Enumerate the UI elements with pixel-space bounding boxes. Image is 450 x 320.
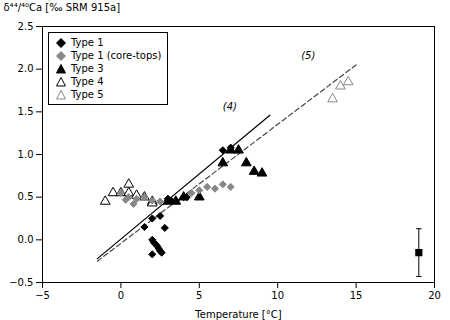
svg-text:2.5: 2.5 <box>18 21 34 32</box>
svg-text:2.0: 2.0 <box>18 63 34 74</box>
svg-text:20: 20 <box>428 290 441 301</box>
svg-text:−5: −5 <box>35 290 50 301</box>
svg-text:−0.5: −0.5 <box>9 277 33 288</box>
svg-text:5: 5 <box>196 290 202 301</box>
svg-text:Temperature [°C]: Temperature [°C] <box>194 309 281 320</box>
svg-text:0: 0 <box>118 290 124 301</box>
svg-text:(5): (5) <box>301 50 315 61</box>
svg-text:10: 10 <box>271 290 284 301</box>
svg-text:0.5: 0.5 <box>18 191 34 202</box>
svg-text:1.0: 1.0 <box>18 149 34 160</box>
html-text:Type 3: Type 3 <box>71 63 104 74</box>
svg-text:0.0: 0.0 <box>18 234 34 245</box>
html-text:Type 1 (core-tops): Type 1 (core-tops) <box>71 50 162 61</box>
html-text:Type 4: Type 4 <box>71 76 104 87</box>
svg-text:1.5: 1.5 <box>18 106 34 117</box>
svg-text:15: 15 <box>350 290 363 301</box>
svg-text:δ⁴⁴/⁴⁰Ca [‰ SRM 915a]: δ⁴⁴/⁴⁰Ca [‰ SRM 915a] <box>4 2 121 13</box>
html-text:Type 5: Type 5 <box>71 89 104 100</box>
html-text:Type 1: Type 1 <box>71 37 104 48</box>
svg-text:(4): (4) <box>223 101 237 112</box>
